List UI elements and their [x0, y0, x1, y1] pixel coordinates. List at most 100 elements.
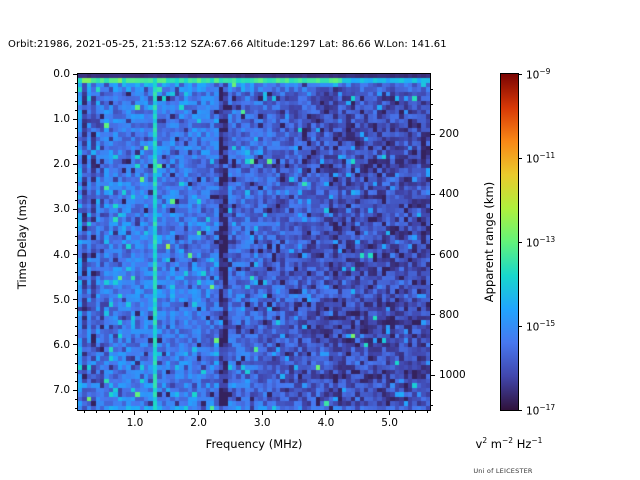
x-axis-minor-tick	[185, 410, 187, 413]
x-axis-minor-tick	[210, 410, 212, 413]
y-axis-minor-tick	[75, 172, 78, 174]
right-axis-minor-tick	[430, 103, 433, 105]
y-axis-minor-tick	[75, 272, 78, 274]
x-axis-tick-label: 5.0	[381, 417, 398, 429]
x-axis-minor-tick	[236, 410, 238, 413]
x-axis-minor-tick	[223, 410, 225, 413]
right-axis-minor-tick	[430, 224, 433, 226]
right-axis-tick-label: 400	[439, 188, 460, 201]
x-axis-tick-label: 1.0	[126, 417, 144, 429]
right-axis-minor-tick	[430, 269, 433, 271]
y-axis-minor-tick	[75, 100, 78, 102]
right-axis-minor-tick	[430, 239, 433, 241]
x-axis-minor-tick	[109, 410, 110, 413]
y-axis-minor-tick	[75, 407, 78, 409]
y-axis-minor-tick	[75, 190, 78, 192]
y-axis-minor-tick	[75, 181, 78, 183]
x-axis-minor-tick	[401, 410, 403, 413]
y-axis-tick-label: 7.0	[53, 384, 70, 397]
spectrogram-heatmap	[78, 74, 430, 410]
y-axis-minor-tick	[75, 281, 78, 283]
y-axis-minor-tick	[75, 308, 78, 310]
right-axis-tick-label: 600	[439, 248, 460, 261]
right-axis-minor-tick	[430, 163, 433, 165]
x-axis-minor-tick	[350, 410, 352, 413]
y-axis-minor-tick	[75, 326, 78, 328]
x-axis-tick-label: 3.0	[253, 417, 271, 429]
x-axis-minor-tick	[83, 410, 85, 413]
colorbar-tick	[518, 409, 522, 411]
y-axis-major-tick	[73, 73, 78, 75]
y-axis-tick-label: 2.0	[53, 158, 70, 171]
y-axis-major-tick	[73, 163, 78, 165]
y-axis-major-tick	[73, 254, 78, 256]
y-axis-minor-tick	[75, 371, 78, 373]
x-axis-major-tick	[261, 410, 263, 415]
y-axis-label: Time Delay (ms)	[15, 194, 29, 290]
right-axis-major-tick	[430, 133, 435, 135]
colorbar-tick-label: 10−9	[526, 66, 551, 82]
x-axis-minor-tick	[121, 410, 123, 413]
x-axis-label: Frequency (MHz)	[205, 437, 303, 451]
right-axis-major-tick	[430, 374, 435, 376]
colorbar-tick-label: 10−11	[526, 150, 556, 166]
y-axis-minor-tick	[75, 290, 78, 292]
plot-title: Orbit:21986, 2021-05-25, 21:53:12 SZA:67…	[8, 39, 447, 50]
y-axis-tick-label: 4.0	[53, 248, 70, 261]
right-axis-minor-tick	[430, 208, 433, 210]
y-axis-minor-tick	[75, 127, 78, 129]
right-axis-minor-tick	[430, 118, 433, 120]
colorbar-tick	[518, 157, 522, 159]
right-axis-minor-tick	[430, 148, 433, 150]
x-axis-major-tick	[325, 410, 327, 415]
x-axis-major-tick	[198, 410, 200, 415]
y-axis-minor-tick	[75, 199, 78, 201]
right-axis-minor-tick	[430, 299, 433, 301]
y-axis-tick-label: 3.0	[53, 203, 70, 216]
right-axis-label: Apparent range (km)	[482, 181, 496, 303]
right-axis-minor-tick	[430, 284, 433, 286]
y-axis-major-tick	[73, 344, 78, 346]
right-axis-tick-label: 1000	[439, 369, 466, 382]
y-axis-minor-tick	[75, 82, 78, 84]
x-axis-minor-tick	[172, 410, 174, 413]
right-axis-tick-label: 800	[439, 308, 460, 321]
right-axis-minor-tick	[430, 404, 433, 406]
right-axis-major-tick	[430, 254, 435, 256]
x-axis-minor-tick	[376, 410, 378, 413]
x-axis-minor-tick	[287, 410, 289, 413]
y-axis-minor-tick	[75, 227, 78, 229]
colorbar-tick-label: 10−15	[526, 318, 556, 334]
credit-text: Uni of LEICESTER	[473, 467, 533, 475]
spectrogram-plot-area	[73, 73, 435, 415]
x-axis-minor-tick	[414, 410, 416, 413]
y-axis-minor-tick	[75, 398, 78, 400]
right-axis-major-tick	[430, 314, 435, 316]
colorbar-tick	[518, 73, 522, 75]
x-axis-minor-tick	[427, 410, 429, 413]
y-axis-minor-tick	[75, 109, 78, 111]
x-axis-minor-tick	[312, 410, 314, 413]
y-axis-tick-label: 6.0	[53, 338, 70, 351]
y-axis-major-tick	[73, 389, 78, 391]
right-axis-minor-tick	[430, 329, 433, 331]
y-axis-minor-tick	[75, 335, 78, 337]
y-axis-major-tick	[73, 208, 78, 210]
x-axis-tick-label: 2.0	[190, 417, 207, 429]
y-axis-minor-tick	[75, 218, 78, 220]
y-axis-tick-label: 5.0	[53, 293, 70, 306]
x-axis-minor-tick	[249, 410, 251, 413]
x-axis-minor-tick	[96, 410, 98, 413]
y-axis-minor-tick	[75, 136, 78, 138]
colorbar-tick	[518, 241, 522, 243]
colorbar-unit-label: v2 m−2 Hz−1	[475, 436, 543, 451]
y-axis-minor-tick	[75, 353, 78, 355]
y-axis-minor-tick	[75, 145, 78, 147]
y-axis-tick-label: 1.0	[53, 113, 70, 126]
y-axis-minor-tick	[75, 91, 78, 93]
right-axis-minor-tick	[430, 88, 433, 90]
y-axis-minor-tick	[75, 263, 78, 265]
y-axis-tick-label: 0.0	[53, 68, 70, 80]
x-axis-minor-tick	[159, 410, 161, 413]
